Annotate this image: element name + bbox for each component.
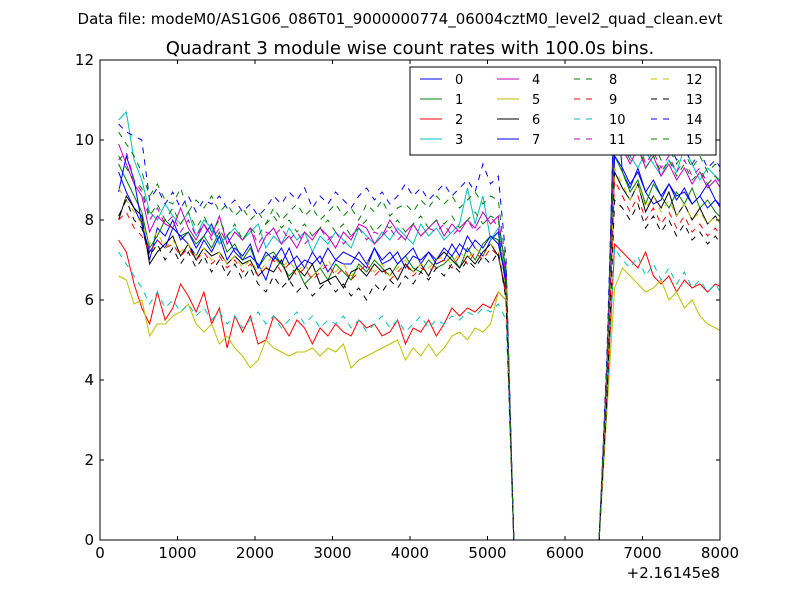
series-line-5: [118, 267, 720, 540]
series-layer: [118, 79, 720, 540]
axis-ticks: 0 1000 2000 3000 4000 5000 6000 7000 80000246810…: [75, 51, 739, 562]
series-line-2: [118, 239, 720, 540]
legend-label-14: 14: [686, 113, 703, 128]
legend-label-13: 13: [686, 93, 703, 108]
series-line-13: [118, 198, 720, 540]
legend-label-8: 8: [609, 73, 617, 88]
x-tick-label: 1000: [158, 544, 196, 562]
legend-label-9: 9: [609, 93, 617, 108]
series-line-11: [118, 115, 720, 540]
legend-label-4: 4: [532, 73, 540, 88]
series-line-7: [118, 154, 720, 540]
y-tick-label: 0: [84, 531, 94, 549]
series-line-15: [118, 130, 720, 540]
x-tick-label: 5000: [468, 544, 506, 562]
legend-label-12: 12: [686, 73, 703, 88]
y-tick-label: 6: [84, 291, 94, 309]
x-tick-label: 8000: [701, 544, 739, 562]
y-tick-label: 4: [84, 371, 94, 389]
legend-box: [409, 66, 717, 156]
chart-title: Quadrant 3 module wise count rates with …: [166, 38, 655, 59]
series-line-4: [118, 107, 720, 540]
chart-suptitle: Data file: modeM0/AS1G06_086T01_90000007…: [78, 10, 723, 29]
series-line-14: [118, 91, 720, 540]
x-offset-label: +2.16145e8: [627, 564, 720, 582]
x-tick-label: 3000: [313, 544, 351, 562]
legend-label-1: 1: [455, 93, 463, 108]
legend-label-6: 6: [532, 113, 540, 128]
legend-label-11: 11: [609, 133, 626, 148]
series-line-3: [118, 110, 720, 540]
series-line-1: [118, 155, 720, 540]
legend-label-5: 5: [532, 93, 540, 108]
y-tick-label: 8: [84, 211, 94, 229]
legend-label-3: 3: [455, 133, 463, 148]
legend-label-7: 7: [532, 133, 540, 148]
x-tick-label: 6000: [546, 544, 584, 562]
series-line-9: [118, 179, 720, 540]
x-tick-label: 0: [95, 544, 105, 562]
series-line-10: [118, 246, 720, 540]
legend-label-0: 0: [455, 73, 463, 88]
y-tick-label: 2: [84, 451, 94, 469]
x-tick-label: 7000: [623, 544, 661, 562]
x-tick-label: 2000: [236, 544, 274, 562]
legend-label-2: 2: [455, 113, 463, 128]
series-line-8: [118, 99, 720, 540]
legend-label-15: 15: [686, 133, 703, 148]
y-tick-label: 12: [75, 51, 94, 69]
x-tick-label: 4000: [391, 544, 429, 562]
y-tick-label: 10: [75, 131, 94, 149]
legend-label-10: 10: [609, 113, 626, 128]
